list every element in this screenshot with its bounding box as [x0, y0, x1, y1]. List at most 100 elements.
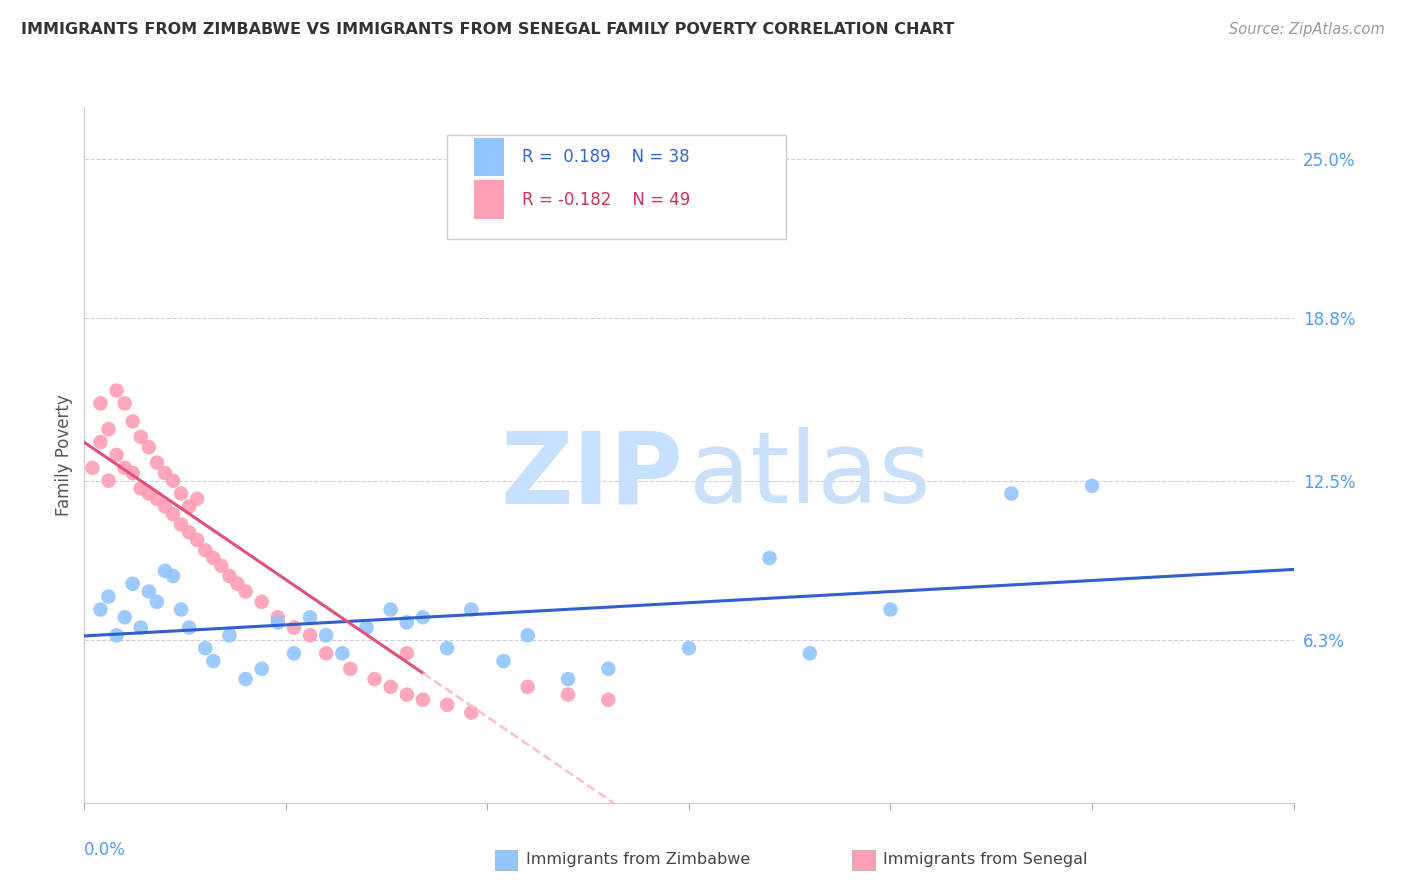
Point: [129, 482, 152, 496]
Point: [179, 525, 201, 540]
Point: [339, 662, 361, 676]
Point: [179, 621, 201, 635]
Point: [138, 584, 160, 599]
Point: [89, 435, 111, 450]
Point: [283, 646, 305, 660]
Point: [186, 491, 208, 506]
Point: [194, 641, 217, 656]
Point: [315, 628, 337, 642]
Text: Immigrants from Senegal: Immigrants from Senegal: [883, 853, 1087, 867]
Point: [557, 672, 579, 686]
Point: [105, 448, 128, 462]
Point: [395, 646, 418, 660]
Point: [153, 564, 176, 578]
Point: [380, 680, 402, 694]
Point: [395, 688, 418, 702]
Text: ZIP: ZIP: [501, 427, 683, 524]
Point: [356, 621, 378, 635]
Point: [235, 672, 257, 686]
Point: [114, 396, 136, 410]
Point: [186, 533, 208, 547]
Text: atlas: atlas: [689, 427, 931, 524]
Point: [226, 576, 249, 591]
Point: [267, 615, 290, 630]
Text: R =  0.189    N = 38: R = 0.189 N = 38: [522, 148, 690, 166]
FancyBboxPatch shape: [474, 138, 503, 177]
Point: [105, 384, 128, 398]
Point: [363, 672, 385, 686]
Point: [89, 396, 111, 410]
Point: [121, 414, 143, 428]
Point: [209, 558, 232, 573]
Point: [879, 602, 901, 616]
Point: [380, 602, 402, 616]
Point: [235, 584, 257, 599]
Point: [250, 662, 273, 676]
FancyBboxPatch shape: [474, 180, 503, 219]
Point: [516, 680, 538, 694]
Point: [460, 602, 482, 616]
Point: [153, 466, 176, 480]
Point: [436, 698, 458, 712]
Point: [162, 474, 184, 488]
Point: [299, 610, 322, 624]
Point: [516, 628, 538, 642]
Point: [129, 430, 152, 444]
Point: [170, 486, 193, 500]
Point: [330, 646, 353, 660]
Point: [436, 641, 458, 656]
Text: Immigrants from Zimbabwe: Immigrants from Zimbabwe: [526, 853, 749, 867]
Point: [218, 569, 240, 583]
Point: [162, 569, 184, 583]
Point: [121, 576, 143, 591]
Point: [267, 610, 290, 624]
Point: [129, 621, 152, 635]
Point: [557, 688, 579, 702]
Point: [460, 706, 482, 720]
Point: [97, 474, 120, 488]
Point: [395, 615, 418, 630]
Point: [315, 646, 337, 660]
Point: [138, 486, 160, 500]
Point: [121, 466, 143, 480]
Text: R = -0.182    N = 49: R = -0.182 N = 49: [522, 191, 690, 209]
Point: [179, 500, 201, 514]
Point: [250, 595, 273, 609]
Point: [114, 610, 136, 624]
FancyBboxPatch shape: [447, 135, 786, 239]
Point: [97, 590, 120, 604]
Point: [202, 654, 225, 668]
Point: [412, 692, 434, 706]
Point: [114, 460, 136, 475]
Point: [1081, 479, 1104, 493]
Point: [89, 602, 111, 616]
Point: [138, 440, 160, 454]
Point: [758, 551, 780, 566]
Point: [170, 517, 193, 532]
Text: Source: ZipAtlas.com: Source: ZipAtlas.com: [1229, 22, 1385, 37]
Point: [153, 500, 176, 514]
Text: 0.0%: 0.0%: [84, 841, 127, 859]
Point: [412, 610, 434, 624]
Point: [598, 662, 620, 676]
Point: [1000, 486, 1022, 500]
Point: [283, 621, 305, 635]
Point: [492, 654, 515, 668]
Point: [146, 456, 169, 470]
Point: [299, 628, 322, 642]
Point: [97, 422, 120, 436]
Point: [146, 595, 169, 609]
Point: [678, 641, 700, 656]
Point: [146, 491, 169, 506]
Point: [799, 646, 821, 660]
Point: [598, 692, 620, 706]
Point: [105, 628, 128, 642]
Point: [202, 551, 225, 566]
Y-axis label: Family Poverty: Family Poverty: [55, 394, 73, 516]
Point: [162, 507, 184, 521]
Point: [218, 628, 240, 642]
Point: [170, 602, 193, 616]
Text: IMMIGRANTS FROM ZIMBABWE VS IMMIGRANTS FROM SENEGAL FAMILY POVERTY CORRELATION C: IMMIGRANTS FROM ZIMBABWE VS IMMIGRANTS F…: [21, 22, 955, 37]
Point: [194, 543, 217, 558]
Point: [82, 460, 104, 475]
